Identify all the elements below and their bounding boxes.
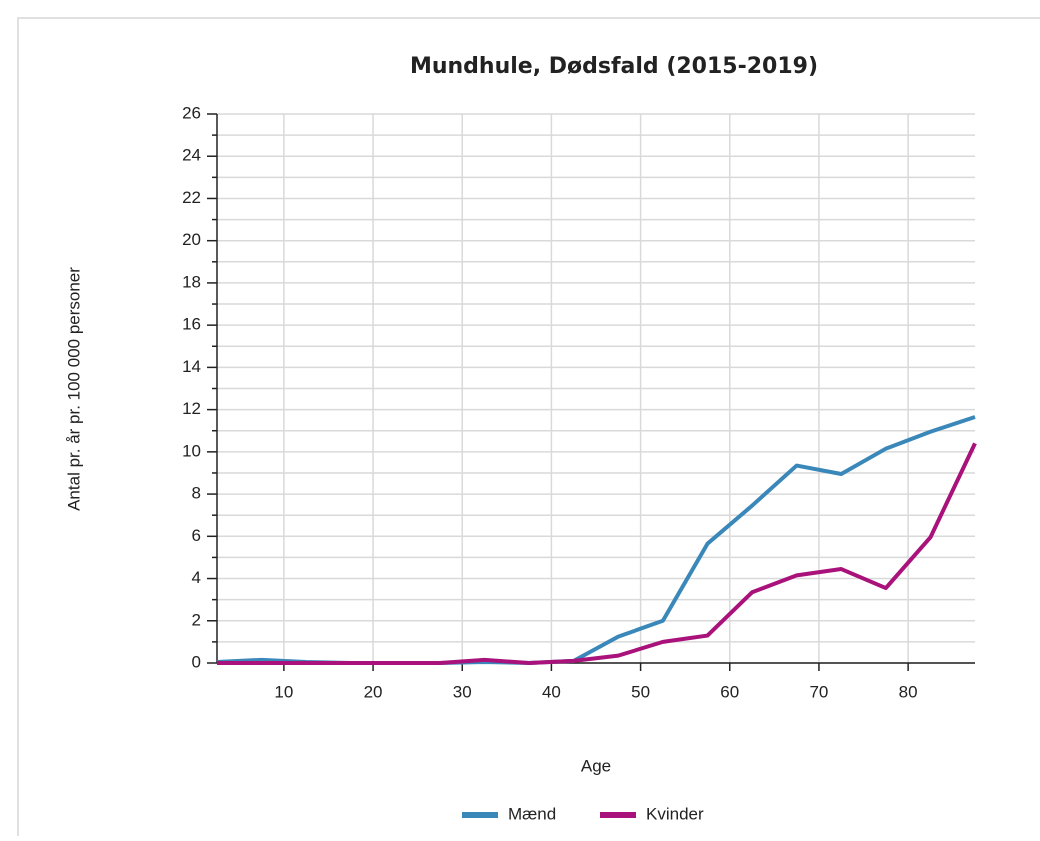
y-tick-label: 2 [192, 610, 201, 629]
legend-label: Kvinder [646, 804, 704, 823]
y-tick-label: 24 [182, 146, 201, 165]
x-tick-label: 10 [274, 682, 293, 701]
y-axis-label: Antal pr. år pr. 100 000 personer [64, 267, 83, 511]
x-tick-label: 30 [453, 682, 472, 701]
y-tick-label: 6 [192, 526, 201, 545]
x-tick-label: 20 [364, 682, 383, 701]
y-tick-label: 4 [192, 568, 201, 587]
y-tick-label: 20 [182, 230, 201, 249]
line-series [217, 442, 977, 665]
x-tick-label: 60 [720, 682, 739, 701]
chart-title: Mundhule, Dødsfald (2015-2019) [410, 54, 818, 79]
x-tick-label: 70 [809, 682, 828, 701]
y-tick-label: 0 [192, 652, 201, 671]
y-tick-label: 26 [182, 103, 201, 122]
x-tick-label: 50 [631, 682, 650, 701]
y-tick-label: 10 [182, 441, 201, 460]
y-tick-label: 14 [182, 357, 201, 376]
y-tick-label: 12 [182, 399, 201, 418]
x-tick-label: 40 [542, 682, 561, 701]
y-tick-label: 8 [192, 484, 201, 503]
x-tick-label: 80 [899, 682, 918, 701]
y-tick-label: 22 [182, 188, 201, 207]
legend-label: Mænd [508, 804, 556, 823]
chart-frame [17, 17, 1040, 841]
y-tick-label: 16 [182, 315, 201, 334]
x-axis-label: Age [581, 756, 611, 775]
y-tick-label: 18 [182, 272, 201, 291]
